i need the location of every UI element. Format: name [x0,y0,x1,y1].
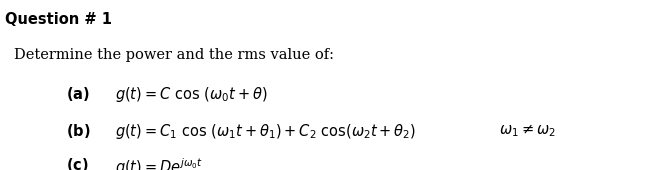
Text: $g(t) = De^{j\omega_0 t}$: $g(t) = De^{j\omega_0 t}$ [115,156,203,170]
Text: Determine the power and the rms value of:: Determine the power and the rms value of… [14,48,334,62]
Text: $g(t) = C\ \mathrm{cos}\ (\omega_0 t + \theta)$: $g(t) = C\ \mathrm{cos}\ (\omega_0 t + \… [115,85,267,104]
Text: Question # 1: Question # 1 [5,12,112,27]
Text: $\omega_1 \neq \omega_2$: $\omega_1 \neq \omega_2$ [499,122,556,139]
Text: $g(t) = C_1\ \mathrm{cos}\ (\omega_1 t + \theta_1) + C_2\ \mathrm{cos}(\omega_2 : $g(t) = C_1\ \mathrm{cos}\ (\omega_1 t +… [115,122,417,141]
Text: $\mathbf{(a)}$: $\mathbf{(a)}$ [66,85,89,103]
Text: $\mathbf{(b)}$: $\mathbf{(b)}$ [66,122,90,140]
Text: $\mathbf{(c)}$: $\mathbf{(c)}$ [66,156,89,170]
